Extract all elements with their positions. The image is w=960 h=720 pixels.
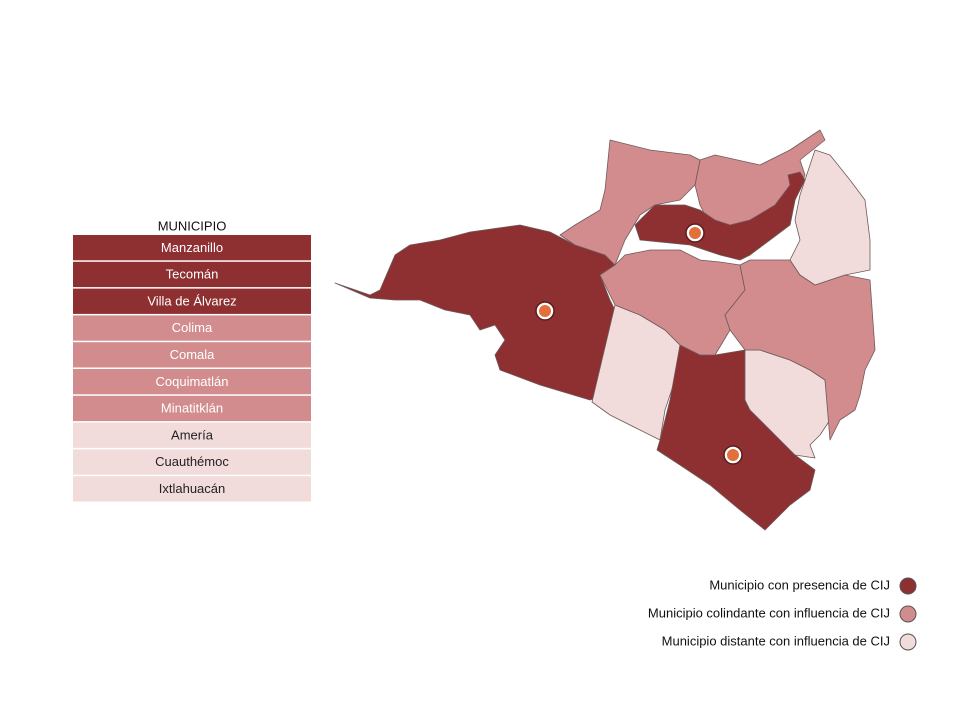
table-row [73, 288, 311, 314]
table-row [73, 261, 311, 288]
minatitlan-region [559, 139, 701, 266]
legend-label: Municipio con presencia de CIJ [709, 577, 890, 592]
map [334, 129, 876, 531]
cuauhtemoc-region [789, 149, 871, 286]
manzanillo-region [334, 224, 631, 401]
municipio-name: Manzanillo [161, 240, 223, 255]
cij-markers [535, 223, 743, 465]
table-row [73, 476, 311, 502]
municipio-name: Minatitklán [161, 401, 223, 416]
table-row [73, 369, 311, 395]
municipio-name: Amería [171, 427, 214, 442]
cij-marker [685, 223, 705, 243]
table-row [73, 422, 311, 448]
cij-marker [535, 301, 555, 321]
table-row [73, 315, 311, 341]
table-header: MUNICIPIO [158, 218, 227, 233]
table-row [73, 342, 311, 368]
cij-marker [723, 445, 743, 465]
table-row [73, 235, 311, 261]
legend-swatch [899, 605, 917, 623]
municipio-name: Ixtlahuacán [159, 481, 226, 496]
municipio-name: Tecomán [166, 267, 219, 282]
table-row [73, 395, 311, 422]
municipio-name: Colima [172, 320, 213, 335]
villa-de-alvarez-region [634, 171, 806, 261]
table-row [73, 449, 311, 475]
legend-label: Municipio distante con influencia de CIJ [662, 633, 890, 648]
municipio-name: Coquimatlán [156, 374, 229, 389]
legend-label: Municipio colindante con influencia de C… [648, 605, 890, 620]
legend-swatch [899, 633, 917, 651]
municipio-name: Villa de Álvarez [147, 293, 236, 308]
municipio-name: Comala [170, 347, 216, 362]
municipio-name: Cuauthémoc [155, 454, 229, 469]
legend-swatch [899, 577, 917, 595]
